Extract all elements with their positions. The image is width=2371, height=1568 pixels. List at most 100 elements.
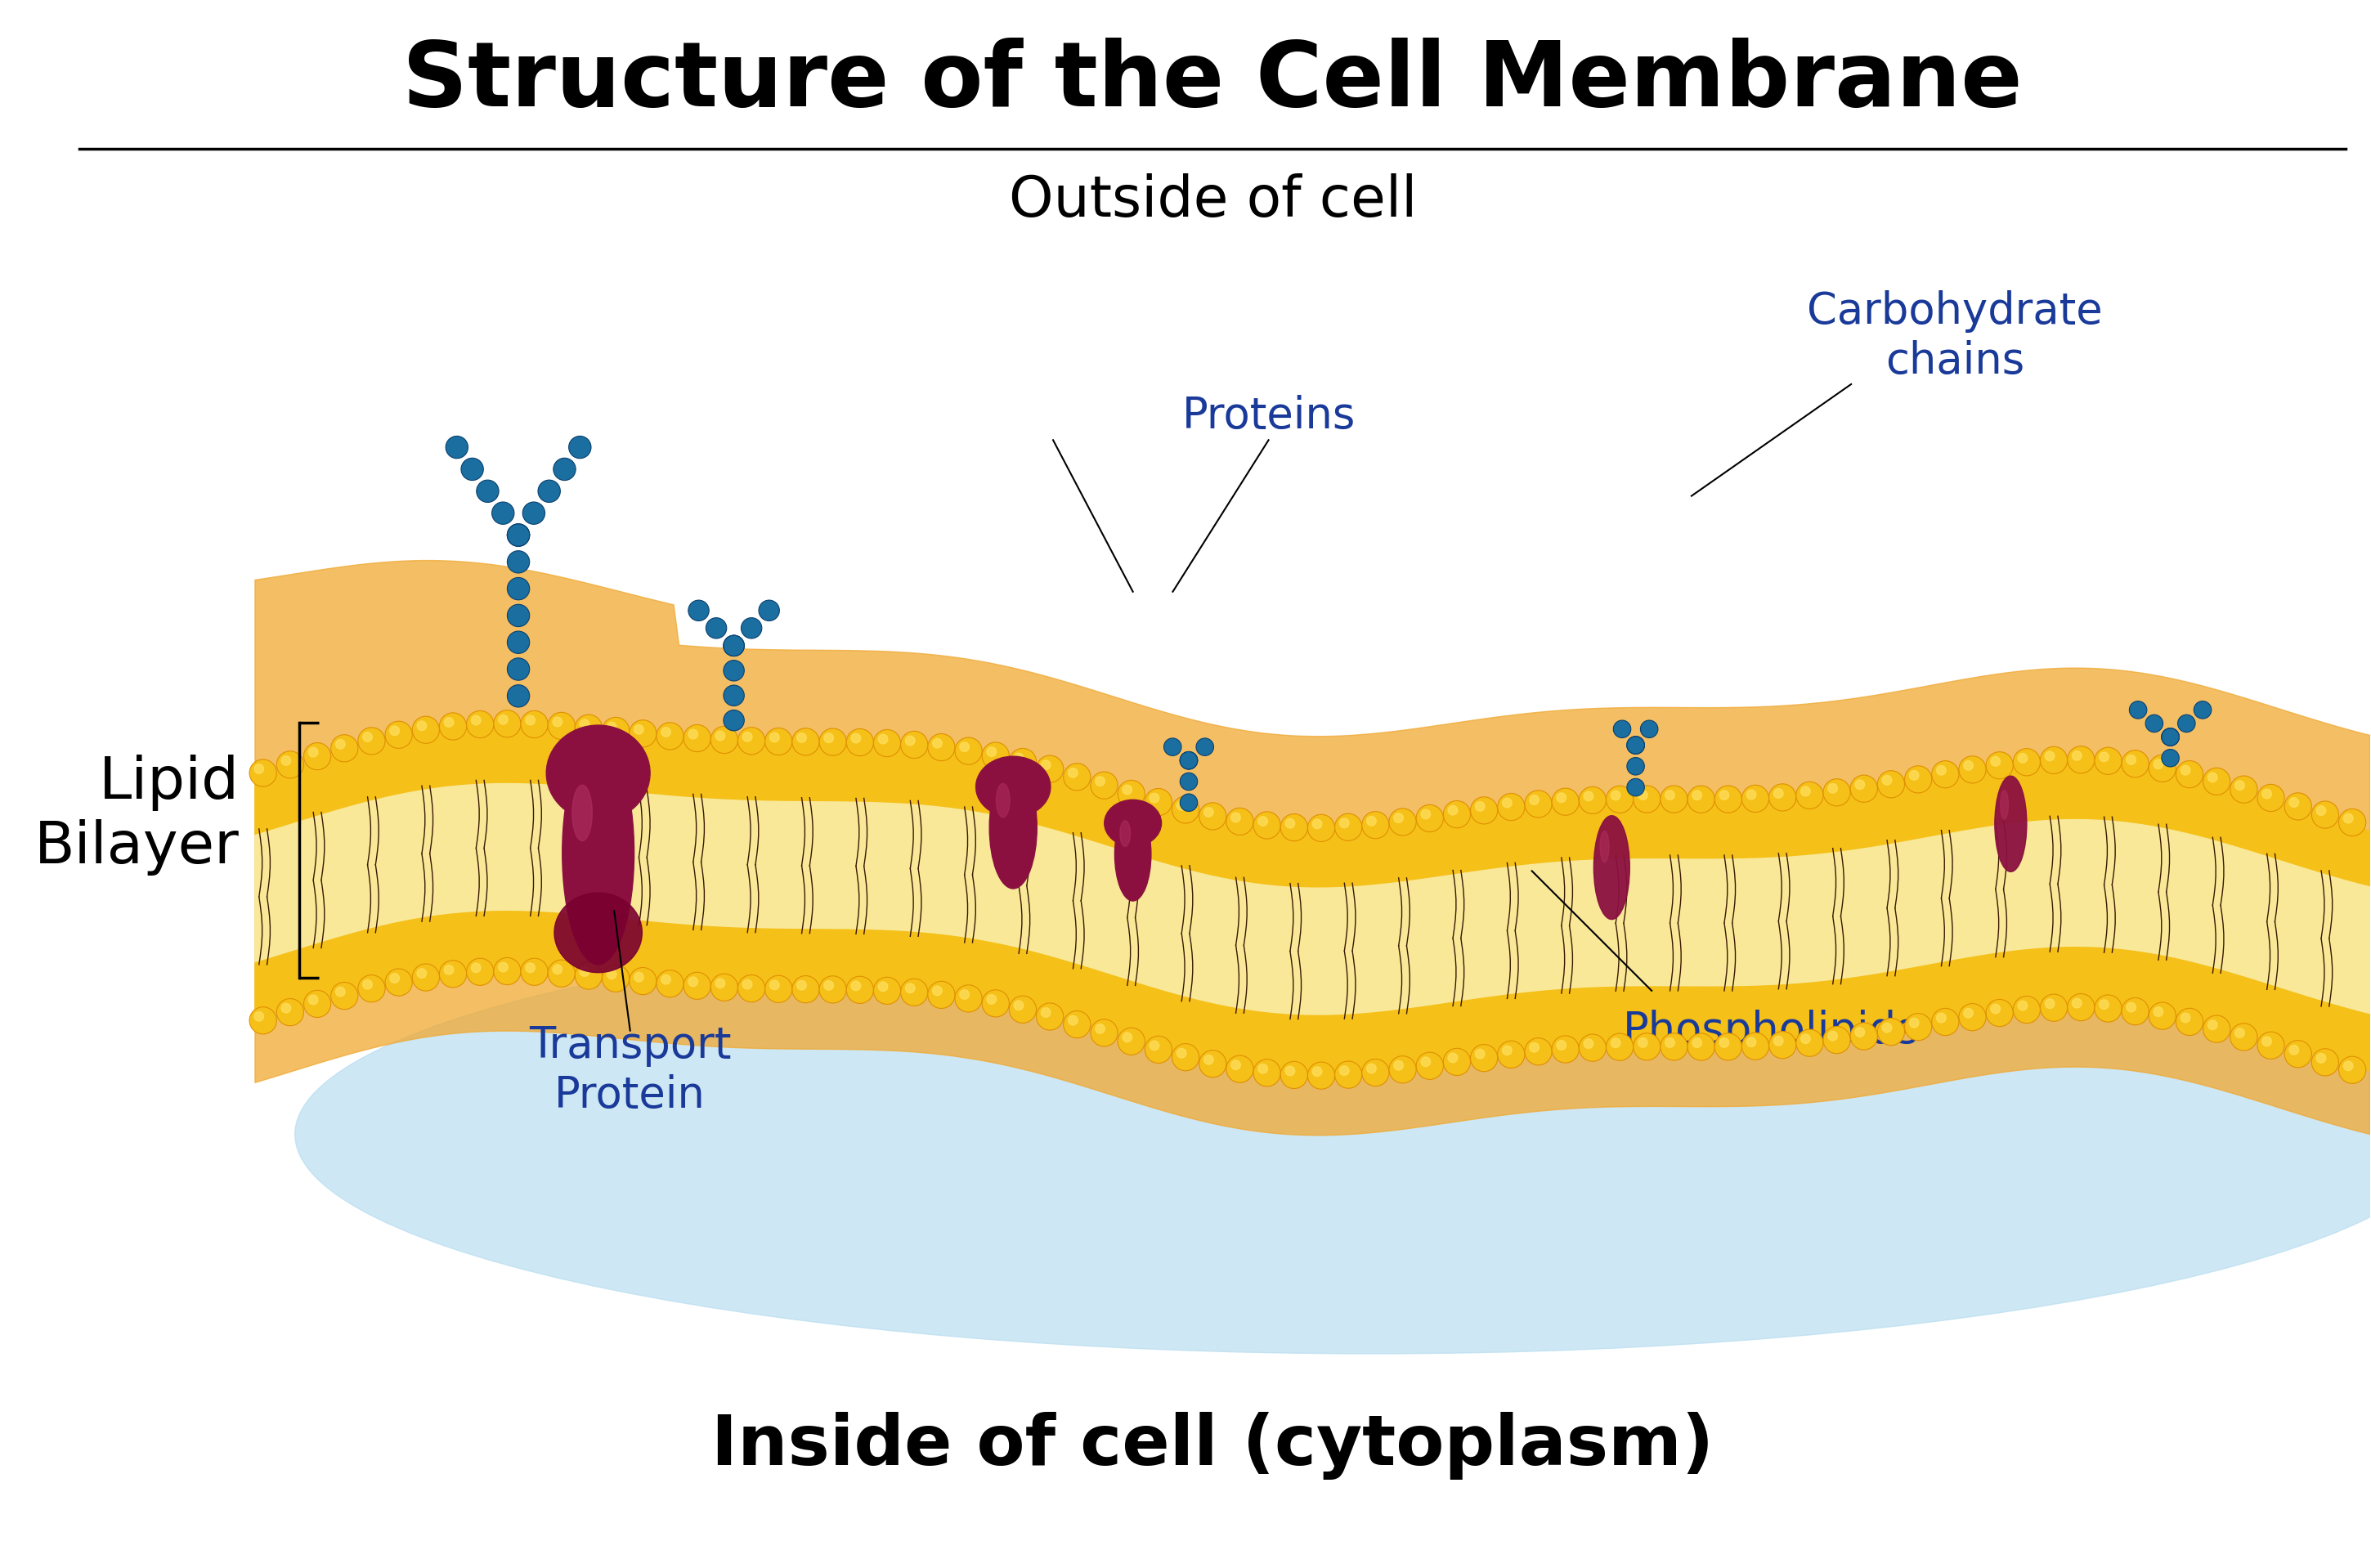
Circle shape bbox=[2153, 759, 2162, 768]
Ellipse shape bbox=[1593, 815, 1629, 919]
Circle shape bbox=[2162, 728, 2179, 746]
Circle shape bbox=[1627, 737, 1645, 754]
Circle shape bbox=[1937, 765, 1947, 775]
Circle shape bbox=[1605, 786, 1634, 812]
Circle shape bbox=[2146, 715, 2162, 732]
Circle shape bbox=[877, 734, 887, 743]
Circle shape bbox=[2068, 746, 2094, 773]
Circle shape bbox=[1747, 790, 1757, 800]
Circle shape bbox=[249, 759, 277, 787]
Circle shape bbox=[507, 524, 529, 546]
Circle shape bbox=[688, 729, 697, 739]
Circle shape bbox=[1693, 1038, 1702, 1047]
Circle shape bbox=[1015, 1000, 1024, 1010]
Circle shape bbox=[2127, 1002, 2136, 1011]
Ellipse shape bbox=[571, 786, 593, 840]
Circle shape bbox=[507, 659, 529, 681]
Circle shape bbox=[742, 980, 752, 989]
Circle shape bbox=[1828, 1032, 1838, 1041]
Circle shape bbox=[1036, 1004, 1065, 1030]
Circle shape bbox=[1065, 1011, 1091, 1038]
Circle shape bbox=[1389, 1055, 1415, 1083]
Circle shape bbox=[277, 751, 303, 778]
Text: Carbohydrate
chains: Carbohydrate chains bbox=[1807, 290, 2103, 383]
Circle shape bbox=[901, 731, 927, 759]
Circle shape bbox=[2153, 1007, 2162, 1016]
Circle shape bbox=[633, 724, 643, 734]
Circle shape bbox=[716, 978, 726, 988]
Circle shape bbox=[1181, 751, 1197, 770]
Circle shape bbox=[1769, 784, 1797, 811]
Circle shape bbox=[1904, 1013, 1932, 1041]
Circle shape bbox=[1525, 1038, 1553, 1065]
Circle shape bbox=[548, 712, 576, 740]
Circle shape bbox=[982, 742, 1010, 770]
Circle shape bbox=[282, 1004, 292, 1013]
Text: Transport
Protein: Transport Protein bbox=[529, 1024, 730, 1116]
Circle shape bbox=[1828, 784, 1838, 793]
Circle shape bbox=[2236, 781, 2245, 790]
Circle shape bbox=[1181, 751, 1197, 770]
Circle shape bbox=[1231, 1060, 1240, 1069]
Circle shape bbox=[552, 458, 576, 480]
Circle shape bbox=[825, 980, 835, 989]
Circle shape bbox=[1878, 771, 1904, 798]
Circle shape bbox=[581, 720, 590, 729]
Ellipse shape bbox=[294, 914, 2371, 1353]
Ellipse shape bbox=[1114, 808, 1150, 902]
Circle shape bbox=[1610, 790, 1619, 800]
Circle shape bbox=[1769, 1032, 1797, 1058]
Circle shape bbox=[1091, 1019, 1117, 1046]
Circle shape bbox=[986, 746, 996, 756]
Circle shape bbox=[1693, 790, 1702, 800]
Circle shape bbox=[249, 1007, 277, 1033]
Circle shape bbox=[363, 980, 372, 989]
Circle shape bbox=[522, 958, 548, 985]
Circle shape bbox=[477, 480, 498, 502]
Circle shape bbox=[1638, 1038, 1648, 1047]
Text: Proteins: Proteins bbox=[1181, 395, 1356, 437]
Circle shape bbox=[927, 734, 956, 760]
Circle shape bbox=[1802, 1033, 1811, 1044]
Circle shape bbox=[446, 436, 467, 458]
Circle shape bbox=[1743, 1033, 1769, 1060]
Circle shape bbox=[1688, 786, 1714, 812]
Circle shape bbox=[1963, 1008, 1973, 1018]
Circle shape bbox=[1361, 812, 1389, 839]
Circle shape bbox=[1958, 756, 1987, 782]
Circle shape bbox=[628, 967, 657, 994]
Circle shape bbox=[507, 524, 529, 546]
Circle shape bbox=[1145, 1036, 1171, 1063]
Circle shape bbox=[1259, 1065, 1268, 1074]
Circle shape bbox=[507, 604, 529, 627]
Circle shape bbox=[877, 982, 887, 991]
Circle shape bbox=[2018, 1000, 2027, 1010]
Circle shape bbox=[2343, 814, 2352, 823]
Circle shape bbox=[607, 969, 616, 978]
Circle shape bbox=[662, 975, 671, 985]
Circle shape bbox=[2148, 754, 2177, 782]
Circle shape bbox=[1553, 789, 1579, 815]
Circle shape bbox=[1660, 1033, 1688, 1060]
Circle shape bbox=[723, 710, 744, 731]
Circle shape bbox=[526, 963, 536, 972]
Circle shape bbox=[771, 732, 780, 742]
Circle shape bbox=[1992, 1004, 2001, 1013]
Circle shape bbox=[1150, 1041, 1159, 1051]
Circle shape bbox=[1117, 781, 1145, 808]
Circle shape bbox=[1366, 1063, 1375, 1073]
Circle shape bbox=[1714, 1033, 1743, 1060]
Circle shape bbox=[2046, 751, 2056, 760]
Circle shape bbox=[1200, 1051, 1226, 1077]
Circle shape bbox=[846, 977, 873, 1004]
Circle shape bbox=[2207, 773, 2217, 782]
Circle shape bbox=[1314, 1066, 1323, 1076]
Circle shape bbox=[2177, 715, 2196, 732]
Circle shape bbox=[467, 958, 493, 985]
Circle shape bbox=[2203, 1016, 2231, 1043]
Circle shape bbox=[737, 975, 766, 1002]
Circle shape bbox=[1335, 1062, 1361, 1088]
Circle shape bbox=[1802, 787, 1811, 797]
Circle shape bbox=[1610, 1038, 1619, 1047]
Circle shape bbox=[1498, 1041, 1525, 1068]
